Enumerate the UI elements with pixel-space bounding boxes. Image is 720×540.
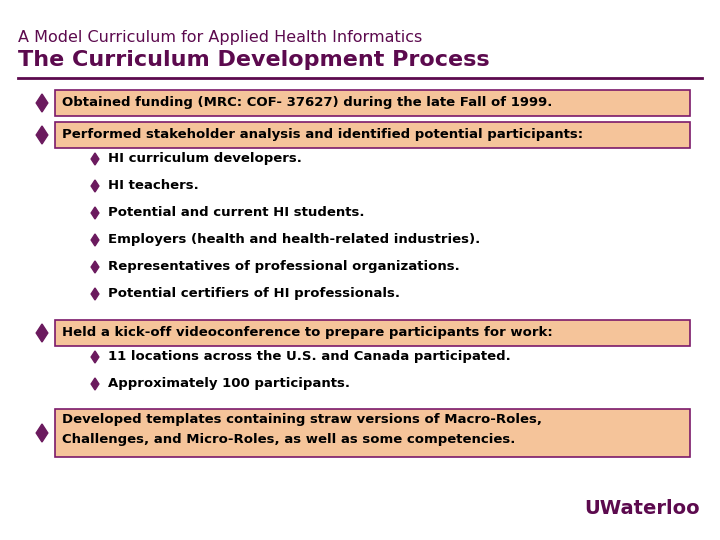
Text: HI teachers.: HI teachers.: [108, 179, 199, 192]
Polygon shape: [36, 126, 48, 144]
Polygon shape: [91, 261, 99, 273]
Polygon shape: [36, 424, 48, 442]
Polygon shape: [91, 180, 99, 192]
Text: HI curriculum developers.: HI curriculum developers.: [108, 152, 302, 165]
Text: Challenges, and Micro-Roles, as well as some competencies.: Challenges, and Micro-Roles, as well as …: [62, 433, 516, 446]
Polygon shape: [36, 94, 48, 112]
Text: Developed templates containing straw versions of Macro-Roles,: Developed templates containing straw ver…: [62, 413, 542, 426]
Text: Potential certifiers of HI professionals.: Potential certifiers of HI professionals…: [108, 287, 400, 300]
Polygon shape: [36, 324, 48, 342]
Polygon shape: [91, 378, 99, 390]
Text: Obtained funding (MRC: COF- 37627) during the late Fall of 1999.: Obtained funding (MRC: COF- 37627) durin…: [62, 96, 552, 109]
Text: Representatives of professional organizations.: Representatives of professional organiza…: [108, 260, 460, 273]
Text: A Model Curriculum for Applied Health Informatics: A Model Curriculum for Applied Health In…: [18, 30, 422, 45]
Polygon shape: [91, 351, 99, 363]
Text: Performed stakeholder analysis and identified potential participants:: Performed stakeholder analysis and ident…: [62, 128, 583, 141]
Text: Potential and current HI students.: Potential and current HI students.: [108, 206, 364, 219]
Text: The Curriculum Development Process: The Curriculum Development Process: [18, 50, 490, 70]
Polygon shape: [91, 153, 99, 165]
Polygon shape: [91, 234, 99, 246]
FancyBboxPatch shape: [55, 90, 690, 116]
Polygon shape: [91, 288, 99, 300]
Text: UWaterloo: UWaterloo: [585, 499, 700, 518]
Text: Approximately 100 participants.: Approximately 100 participants.: [108, 377, 350, 390]
Text: 11 locations across the U.S. and Canada participated.: 11 locations across the U.S. and Canada …: [108, 350, 510, 363]
Polygon shape: [91, 207, 99, 219]
Text: Employers (health and health-related industries).: Employers (health and health-related ind…: [108, 233, 480, 246]
FancyBboxPatch shape: [55, 409, 690, 457]
Text: Held a kick-off videoconference to prepare participants for work:: Held a kick-off videoconference to prepa…: [62, 326, 553, 339]
FancyBboxPatch shape: [55, 320, 690, 346]
FancyBboxPatch shape: [55, 122, 690, 148]
